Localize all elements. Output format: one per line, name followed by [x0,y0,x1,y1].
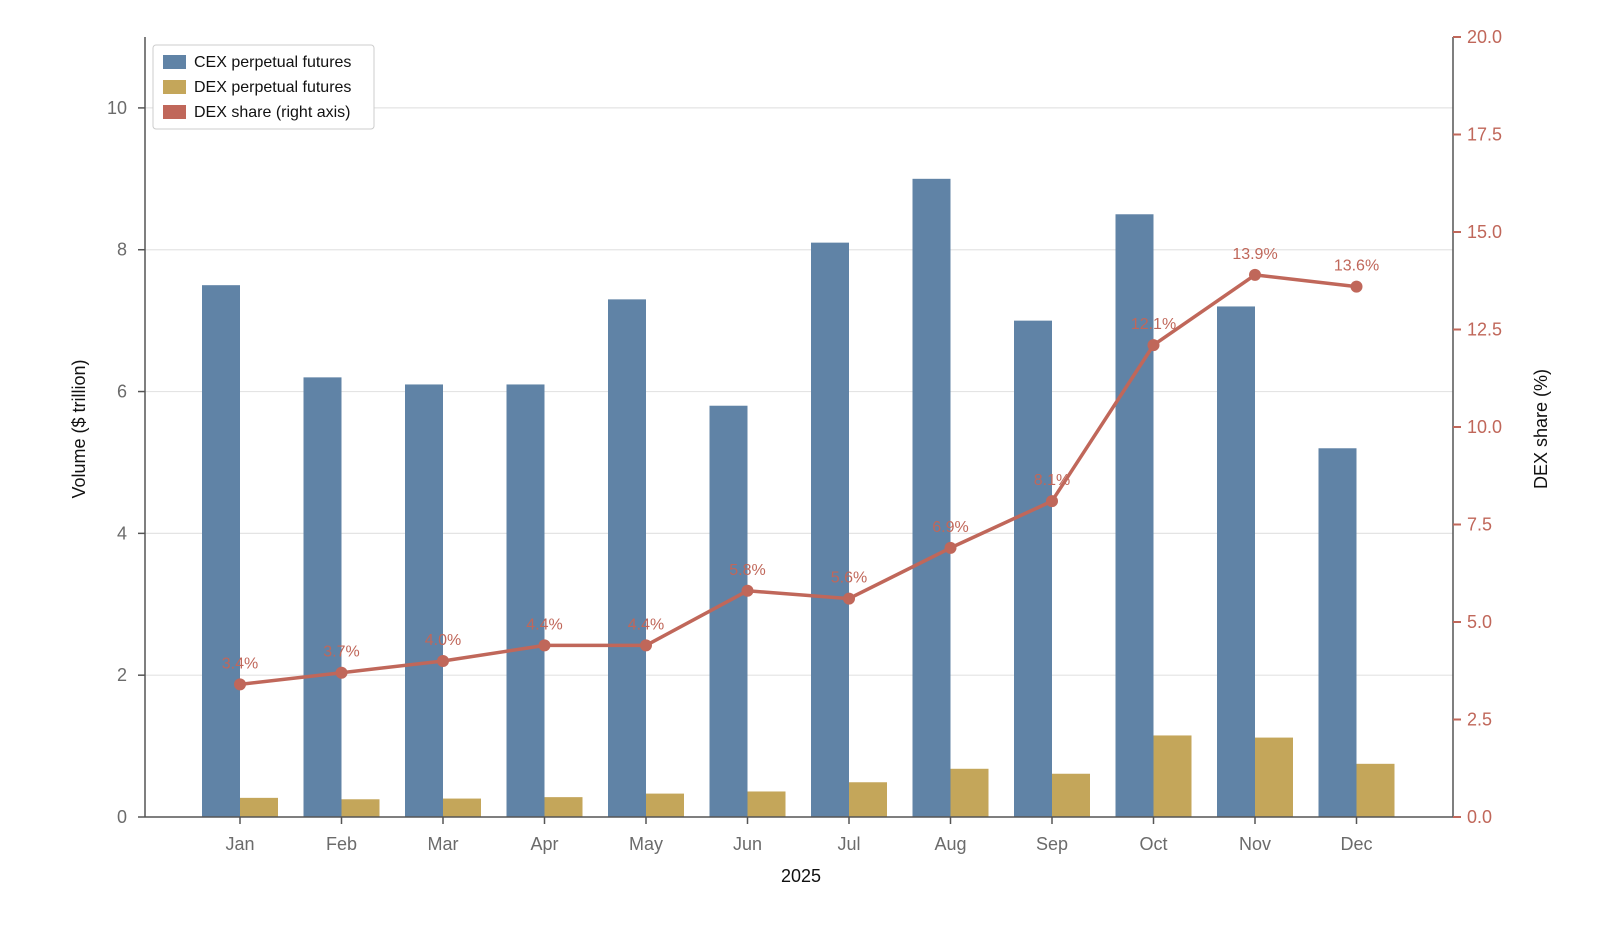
share-label-jan: 3.4% [222,655,258,672]
x-tick-label-feb: Feb [326,834,357,854]
left-tick-label-5: 10 [107,98,127,118]
share-point-nov [1249,268,1261,281]
bar-dex-may [646,793,684,817]
share-point-mar [437,655,449,667]
bar-cex-nov [1217,306,1255,817]
left-tick-label-0: 0 [117,807,127,827]
x-tick-label-mar: Mar [428,834,459,854]
bar-cex-jul [811,242,849,818]
share-point-jun [741,584,754,597]
share-label-jun: 5.8% [729,562,765,579]
share-label-oct: 12.1% [1131,316,1176,333]
share-point-feb [335,666,348,679]
share-point-oct [1147,339,1160,352]
share-point-apr [538,639,551,652]
share-point-aug [944,541,957,554]
x-tick-label-dec: Dec [1340,834,1372,854]
bars [202,178,1395,818]
bar-cex-feb [303,377,342,817]
x-tick-label-sep: Sep [1036,834,1068,854]
legend-label-share: DEX share (right axis) [194,104,351,121]
bar-cex-apr [506,384,545,817]
left-tick-label-1: 2 [117,665,127,685]
y2-axis-title: DEX share (%) [1531,369,1551,489]
share-point-jan [234,678,246,691]
share-label-aug: 6.9% [932,519,968,536]
share-point-dec [1350,280,1363,293]
legend-swatch-dex [163,80,186,94]
bar-cex-mar [405,384,443,817]
bar-dex-apr [544,797,583,817]
bar-cex-dec [1318,448,1357,817]
share-label-dec: 13.6% [1334,258,1379,275]
y-axis-title: Volume ($ trillion) [69,359,89,498]
share-point-sep [1046,495,1058,508]
left-tick-label-3: 6 [117,382,127,402]
bar-cex-sep [1014,320,1052,817]
bar-dex-jul [849,782,887,817]
x-tick-label-aug: Aug [934,834,966,854]
bar-dex-oct [1153,735,1192,817]
right-tick-label-0: 0.0 [1467,807,1492,827]
x-tick-label-jul: Jul [837,834,860,854]
legend-label-dex: DEX perpetual futures [194,79,351,96]
bar-cex-jan [202,285,240,817]
bar-cex-jun [709,405,748,817]
bar-dex-sep [1052,773,1090,817]
bar-dex-jan [240,797,278,817]
axes [138,36,1461,824]
share-label-nov: 13.9% [1232,246,1277,263]
share-label-may: 4.4% [628,616,664,633]
right-tick-label-6: 15.0 [1467,222,1502,242]
x-tick-label-jun: Jun [733,834,762,854]
right-tick-label-3: 7.5 [1467,515,1492,535]
bar-cex-may [608,299,646,817]
legend-box [152,44,375,130]
legend: CEX perpetual futures DEX perpetual futu… [152,44,375,130]
legend-label-cex: CEX perpetual futures [194,54,351,71]
x-tick-label-nov: Nov [1239,834,1271,854]
share-label-jul: 5.6% [831,570,867,587]
x-tick-label-apr: Apr [530,834,558,854]
right-tick-label-1: 2.5 [1467,710,1492,730]
share-point-may [640,639,652,652]
legend-swatch-share [163,105,186,119]
share-label-mar: 4.0% [425,632,461,649]
bar-cex-aug [912,178,951,817]
right-tick-label-7: 17.5 [1467,125,1502,145]
right-tick-label-2: 5.0 [1467,612,1492,632]
share-point-jul [843,592,855,605]
x-tick-label-may: May [629,834,663,854]
x-tick-label-oct: Oct [1139,834,1167,854]
x-axis-title: 2025 [781,866,821,886]
right-tick-label-8: 20.0 [1467,27,1502,47]
share-label-sep: 8.1% [1034,472,1070,489]
bar-dex-jun [747,791,786,817]
right-tick-label-5: 12.5 [1467,320,1502,340]
bar-dex-dec [1356,763,1395,817]
x-tick-label-jan: Jan [225,834,254,854]
bar-dex-aug [950,768,989,817]
bar-cex-oct [1115,214,1154,818]
share-label-feb: 3.7% [323,644,359,661]
left-tick-label-4: 8 [117,240,127,260]
dex-share-line: 3.4% 3.7% 4.0% 4.4% 4.4% 5.8% 5.6% 6.9% 8.1% 12.1… [222,246,1379,691]
tick-labels: 0 2 4 6 8 10 0.0 2.5 5.0 7.5 10.0 12.5 15.0 17.5 20.0 J… [107,27,1502,854]
bar-dex-nov [1255,737,1293,817]
legend-swatch-cex [163,55,186,69]
left-tick-label-2: 4 [117,523,127,543]
bar-dex-feb [341,799,380,817]
dex-share-polyline [239,273,1357,687]
bar-dex-mar [443,798,481,817]
share-label-apr: 4.4% [526,616,562,633]
right-tick-label-4: 10.0 [1467,417,1502,437]
